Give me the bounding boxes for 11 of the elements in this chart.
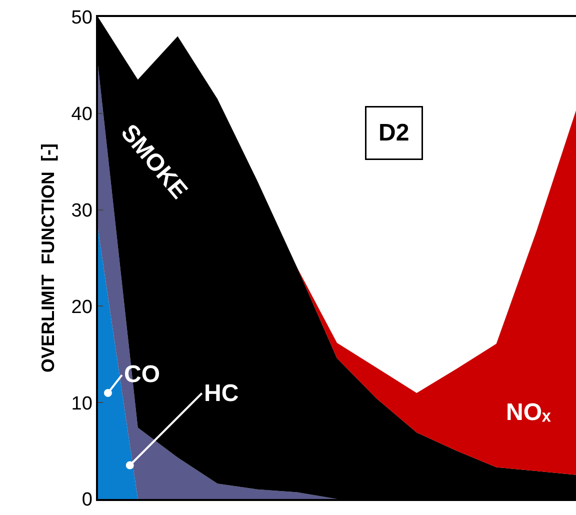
y-tick-label: 30: [71, 200, 92, 222]
y-tick-label: 40: [71, 104, 92, 126]
y-tick-label: 10: [71, 393, 92, 414]
text: HC: [204, 380, 239, 407]
y-tick-label: 20: [71, 296, 92, 318]
y-axis-title: OVERLIMIT FUNCTION [-]: [38, 144, 58, 372]
y-tick-label: 0: [82, 490, 92, 511]
series-label: NOₓ: [506, 399, 551, 426]
annotation: D2: [378, 120, 410, 146]
series-label: CO: [124, 361, 160, 388]
y-tick-label: 50: [71, 8, 92, 29]
